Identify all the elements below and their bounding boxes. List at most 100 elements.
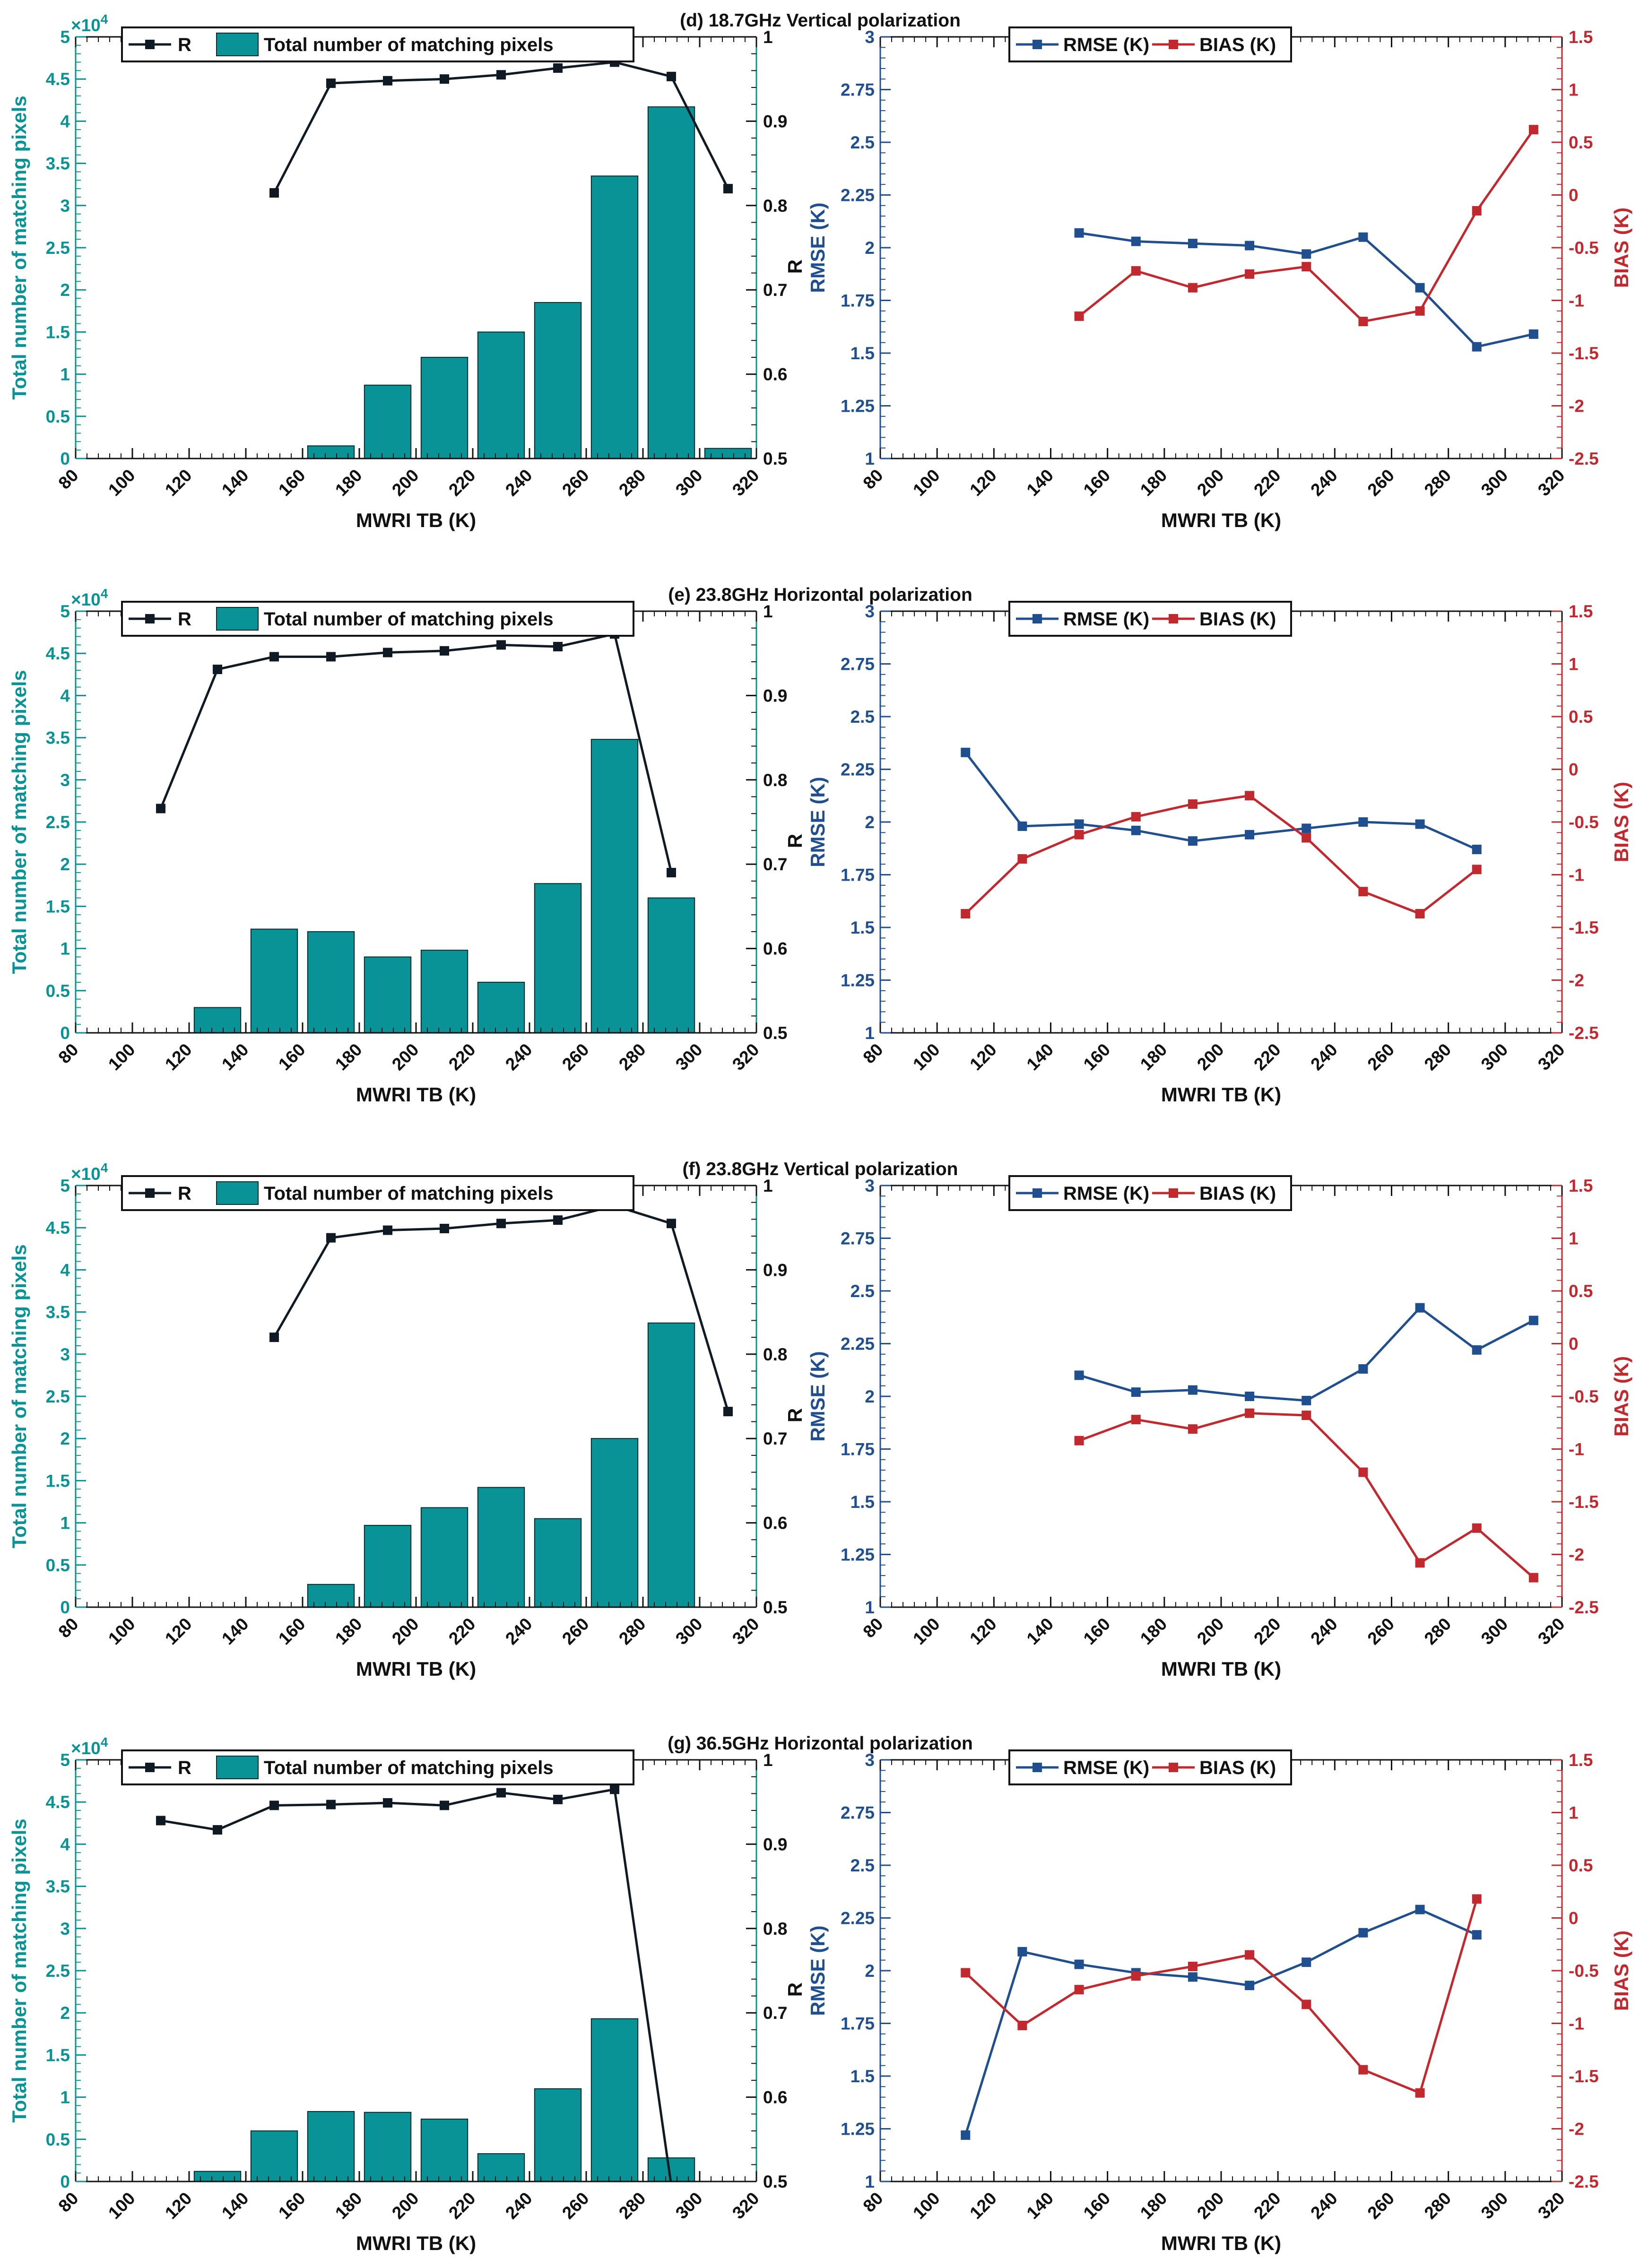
left-xtick-label: 240 [502, 466, 536, 500]
left-y2label: R [784, 834, 806, 848]
r-series-marker [213, 1825, 222, 1835]
left-ylabel: Total number of matching pixels [8, 95, 30, 399]
right-xtick-label: 140 [1023, 2189, 1058, 2223]
left-xtick-label: 140 [218, 1614, 252, 1649]
right-xtick-label: 240 [1307, 1614, 1341, 1649]
left-y2-ytick-label: 0.9 [763, 686, 787, 705]
left-xtick-label: 240 [502, 1614, 536, 1649]
r-series [160, 1788, 672, 2181]
rmse-series-marker [961, 747, 971, 757]
right-xtick-label: 240 [1307, 2189, 1341, 2223]
left-y-ytick-label: 2 [60, 1429, 70, 1448]
r-series-marker [496, 70, 506, 80]
r-series-marker [440, 646, 449, 656]
left-ylabel: Total number of matching pixels [8, 1244, 30, 1548]
right-xtick-label: 140 [1023, 1040, 1058, 1074]
left-y-ytick-label: 1.5 [46, 2045, 70, 2065]
right-y2-ytick-label: -2 [1569, 2120, 1584, 2139]
count-bar [420, 2118, 469, 2182]
bias-series-marker [1415, 1558, 1425, 1568]
left-xtick-label: 100 [104, 1040, 139, 1074]
left-xtick-label: 100 [104, 2189, 139, 2223]
count-bar [420, 950, 469, 1033]
right-y2-ytick-label: -1.5 [1569, 344, 1599, 363]
r-series-marker [269, 652, 279, 662]
right-xtick-label: 120 [966, 466, 1000, 500]
r-series-marker [383, 1225, 392, 1235]
rmse-series-marker [1415, 819, 1425, 829]
left-y-ytick-label: 4 [60, 112, 70, 131]
right-xtick-label: 120 [966, 2189, 1000, 2223]
left-legend: R Total number of matching pixels [121, 601, 634, 637]
rmse-series-marker [1415, 283, 1425, 293]
legend-r-label: R [178, 1757, 191, 1778]
right-y2-ytick-label: 0.5 [1569, 1281, 1593, 1301]
left-xlabel: MWRI TB (K) [356, 1083, 476, 1106]
right-xtick-label: 200 [1193, 2189, 1228, 2223]
right-y-ytick-label: 2.25 [841, 1909, 875, 1928]
right-y2-ytick-label: 0.5 [1569, 133, 1593, 152]
left-y-ytick-label: 4 [60, 686, 70, 705]
left-xtick-label: 160 [275, 1040, 309, 1074]
left-y-ytick-label: 3 [60, 1345, 70, 1364]
rmse-series-marker [1188, 1972, 1197, 1982]
right-xtick-label: 260 [1364, 466, 1398, 500]
right-y-ytick-label: 3 [865, 602, 875, 621]
right-y2-ytick-label: -2.5 [1569, 449, 1599, 468]
right-xtick-label: 240 [1307, 466, 1341, 500]
right-y-ytick-label: 1 [865, 449, 875, 468]
r-series-marker [156, 1816, 165, 1826]
rmse-series [964, 752, 1477, 851]
legend-bar-swatch [216, 607, 259, 631]
left-y-ytick-label: 0 [60, 2172, 70, 2191]
left-y-ytick-label: 0 [60, 1023, 70, 1043]
right-xtick-label: 140 [1023, 466, 1058, 500]
left-xtick-label: 240 [502, 2189, 536, 2223]
rmse-series-marker [1245, 241, 1255, 251]
bias-series-marker [1472, 1894, 1482, 1904]
r-series-marker [326, 1233, 336, 1243]
left-subplot: 80 100 120 140 160 180 200 220 240 260 280 300 320 0 0… [8, 12, 806, 531]
bias-series-marker [1245, 791, 1255, 801]
right-subplot: 80 100 120 140 160 180 200 220 240 260 280 300 32011… [807, 1175, 1632, 1680]
legend-r-marker [145, 40, 155, 49]
bias-series-marker [1131, 812, 1141, 822]
left-y-ytick-label: 0.5 [46, 407, 70, 426]
right-y-ytick-label: 1.25 [841, 2120, 875, 2139]
y-exponent-base: ×10 [71, 590, 101, 609]
left-y-ytick-label: 3.5 [46, 1303, 70, 1322]
bias-series-marker [1074, 1436, 1084, 1446]
rmse-series-marker [1074, 819, 1084, 829]
r-series-marker [667, 71, 676, 81]
right-y-ytick-label: 2.5 [850, 707, 875, 727]
left-y-ytick-label: 3 [60, 770, 70, 790]
right-y-ytick-label: 1.75 [841, 291, 875, 311]
left-xtick-label: 100 [104, 1614, 139, 1649]
bias-series-marker [1188, 1424, 1197, 1434]
left-xtick-label: 280 [615, 1040, 650, 1074]
right-legend: RMSE (K) BIAS (K) [1008, 1175, 1292, 1211]
left-xtick-label: 260 [558, 1040, 593, 1074]
right-ylabel: RMSE (K) [807, 777, 829, 867]
left-xtick-label: 260 [558, 2189, 593, 2223]
legend-rmse-marker [1033, 40, 1042, 49]
right-xtick-label: 260 [1364, 2189, 1398, 2223]
r-series-marker [440, 1223, 449, 1233]
right-y-ytick-label: 2.75 [841, 1803, 875, 1823]
rmse-series-marker [1472, 342, 1482, 352]
legend-r-marker [145, 1763, 155, 1772]
left-xtick-label: 200 [388, 2189, 423, 2223]
count-bar [307, 2111, 355, 2182]
left-xtick-label: 220 [445, 1040, 479, 1074]
bias-series-marker [1415, 2088, 1425, 2098]
count-bar [364, 2112, 412, 2182]
rmse-series-marker [1358, 1364, 1368, 1374]
left-y2label: R [784, 1408, 806, 1422]
right-y2label: BIAS (K) [1610, 208, 1632, 288]
panel-title: (g) 36.5GHz Horizontal polarization [668, 1733, 973, 1754]
left-y-ytick-label: 2 [60, 855, 70, 874]
right-y-ytick-label: 2 [865, 1961, 875, 1981]
